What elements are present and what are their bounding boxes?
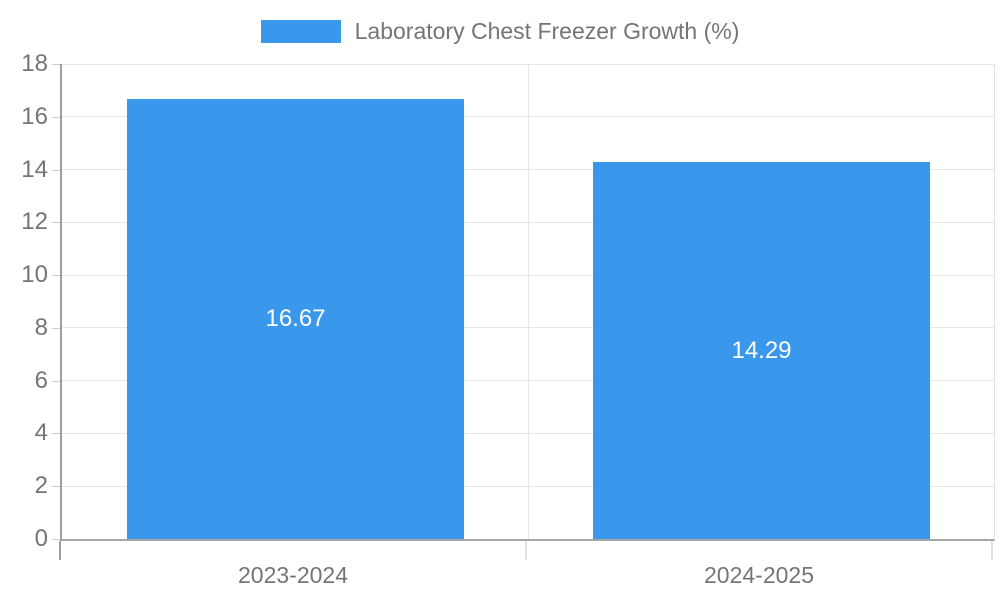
x-tick-mark	[525, 541, 527, 560]
y-tick-mark	[52, 275, 60, 277]
y-tick-label: 18	[21, 50, 48, 77]
y-tick-label: 16	[21, 102, 48, 130]
bar-value-label: 16.67	[265, 305, 326, 332]
y-tick-mark	[52, 327, 60, 329]
y-tick-label: 6	[34, 366, 48, 394]
y-tick-label: 4	[34, 419, 48, 447]
x-category-label: 2023-2024	[238, 562, 348, 588]
legend: Laboratory Chest Freezer Growth (%)	[0, 18, 1000, 44]
y-tick-label: 12	[21, 208, 48, 236]
y-tick-mark	[52, 116, 60, 118]
plot-area: 16.67 14.29	[60, 63, 995, 541]
bar-2023-2024	[127, 99, 464, 539]
bar-2024-2025	[593, 162, 930, 539]
legend-label: Laboratory Chest Freezer Growth (%)	[354, 18, 740, 44]
bar-value-label: 14.29	[731, 337, 792, 364]
category-boundary-gridline	[527, 64, 529, 539]
y-tick-label: 0	[34, 525, 48, 552]
y-tick-label: 8	[34, 313, 48, 341]
y-tick-mark	[52, 486, 60, 488]
y-tick-mark	[52, 380, 60, 382]
y-tick-mark	[52, 64, 60, 65]
x-category-label: 2024-2025	[704, 562, 814, 588]
y-tick-label: 10	[21, 261, 48, 289]
y-tick-mark	[52, 169, 60, 171]
legend-swatch	[260, 19, 341, 43]
x-tick-mark	[991, 541, 993, 560]
y-tick-label: 14	[21, 155, 48, 183]
y-tick-mark	[52, 222, 60, 224]
y-tick-label: 2	[34, 472, 48, 500]
y-tick-mark	[52, 539, 60, 540]
y-tick-mark	[52, 433, 60, 435]
x-tick-mark	[59, 541, 61, 560]
